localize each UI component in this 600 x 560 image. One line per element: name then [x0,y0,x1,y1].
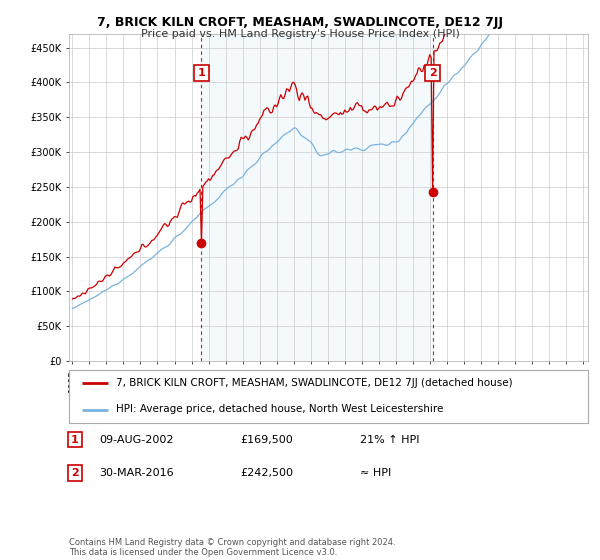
Text: £169,500: £169,500 [240,435,293,445]
Text: £242,500: £242,500 [240,468,293,478]
Bar [202,34,433,361]
Text: 21% ↑ HPI: 21% ↑ HPI [360,435,419,445]
Text: 1: 1 [197,68,205,78]
Text: 2: 2 [71,468,79,478]
Text: 7, BRICK KILN CROFT, MEASHAM, SWADLINCOTE, DE12 7JJ (detached house): 7, BRICK KILN CROFT, MEASHAM, SWADLINCOT… [116,378,512,388]
Text: Contains HM Land Registry data © Crown copyright and database right 2024.
This d: Contains HM Land Registry data © Crown c… [69,538,395,557]
Text: 1: 1 [71,435,79,445]
Text: 2: 2 [429,68,436,78]
Text: HPI: Average price, detached house, North West Leicestershire: HPI: Average price, detached house, Nort… [116,404,443,414]
Text: 30-MAR-2016: 30-MAR-2016 [99,468,173,478]
Text: 7, BRICK KILN CROFT, MEASHAM, SWADLINCOTE, DE12 7JJ: 7, BRICK KILN CROFT, MEASHAM, SWADLINCOT… [97,16,503,29]
Text: ≈ HPI: ≈ HPI [360,468,391,478]
Text: Price paid vs. HM Land Registry's House Price Index (HPI): Price paid vs. HM Land Registry's House … [140,29,460,39]
Text: 09-AUG-2002: 09-AUG-2002 [99,435,173,445]
